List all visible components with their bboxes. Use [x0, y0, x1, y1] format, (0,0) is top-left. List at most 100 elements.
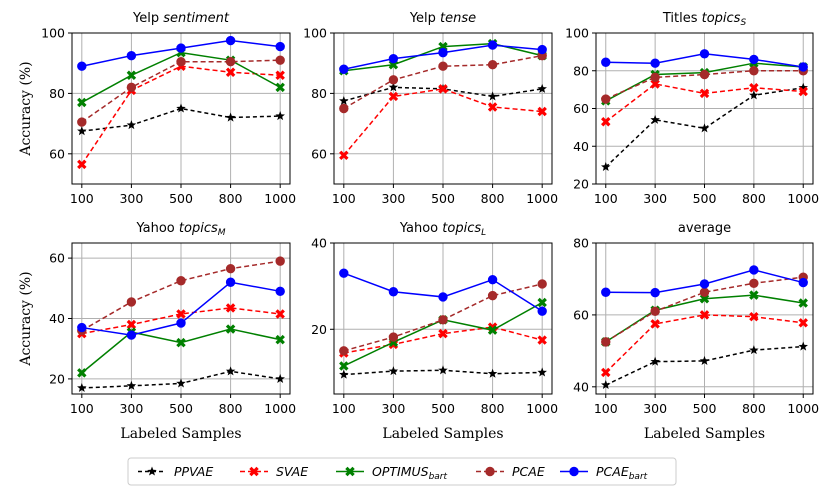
title-subscript: M: [218, 228, 226, 238]
data-point: [126, 82, 137, 93]
series-pcae: [77, 256, 285, 336]
subplot-2: 100 300 500 800 1000 60 80 100 Yelp tense: [303, 11, 558, 206]
x-tick-label: 800: [742, 191, 766, 206]
data-point: [77, 126, 87, 136]
legend-label: PPVAE: [174, 464, 213, 479]
data-point: [126, 330, 137, 340]
legend-entry-svae: SVAE: [240, 464, 308, 479]
data-point: [176, 318, 186, 328]
data-point: [798, 341, 808, 351]
data-point: [438, 84, 448, 94]
data-point: [487, 325, 498, 335]
legend-entry-ppvae: PPVAE: [138, 464, 213, 479]
legend-entry-pcae: PCAE: [476, 464, 545, 479]
data-point: [176, 56, 186, 67]
title-subscript: L: [481, 228, 486, 238]
data-point: [275, 334, 285, 345]
data-point: [126, 380, 137, 390]
data-point: [275, 70, 285, 81]
subplot-title: average: [678, 221, 731, 236]
y-tick-label: 20: [573, 177, 589, 192]
title-italic: sentiment: [159, 11, 230, 26]
data-point: [798, 318, 808, 328]
y-tick-label: 100: [303, 26, 327, 41]
data-point: [339, 361, 349, 371]
x-tick-label: 500: [169, 191, 193, 206]
data-point: [176, 337, 186, 348]
x-tick-label: 800: [219, 191, 243, 206]
x-tick-label: 1000: [264, 191, 296, 206]
x-tick-label: 100: [70, 191, 94, 206]
series-line: [605, 86, 804, 168]
data-point: [225, 303, 236, 313]
x-tick-label: 500: [693, 191, 717, 206]
legend-label: PCAEbart: [596, 464, 648, 482]
data-point: [537, 306, 547, 316]
title-text: Titles: [662, 11, 698, 26]
title-italic: topics: [438, 221, 481, 236]
data-point: [275, 309, 285, 319]
data-point: [275, 82, 285, 93]
data-point: [225, 67, 236, 77]
data-point: [176, 103, 186, 113]
legend-entry-optimus-bart: OPTIMUSbart: [336, 464, 448, 482]
subplot-4: 100 300 500 800 1000 20 40 60 Yahoo topicsM Accur…: [18, 221, 296, 442]
legend-label: SVAE: [276, 464, 308, 479]
data-point: [601, 94, 611, 104]
data-point: [225, 277, 236, 287]
data-point: [650, 58, 660, 68]
x-tick-label: 500: [693, 401, 717, 416]
data-point: [176, 43, 186, 53]
data-point: [699, 49, 710, 59]
series-line: [81, 260, 281, 332]
data-point: [650, 356, 660, 366]
data-point: [388, 91, 399, 102]
x-axis-label: Labeled Samples: [120, 426, 241, 442]
data-point: [388, 82, 399, 92]
data-point: [487, 274, 498, 285]
data-point: [77, 368, 87, 378]
series-line: [605, 276, 804, 343]
data-point: [601, 287, 611, 297]
data-point: [699, 88, 710, 99]
data-point: [388, 366, 399, 376]
data-point: [388, 53, 399, 64]
x-tick-label: 800: [219, 401, 243, 416]
series-ppvae: [601, 341, 808, 390]
legend-marker: [249, 466, 259, 477]
x-tick-label: 800: [481, 191, 505, 206]
data-point: [537, 106, 547, 117]
legend-entry-pcae-bart: PCAEbart: [560, 464, 648, 482]
x-tick-label: 300: [381, 191, 405, 206]
subplot-title: Yelp tense: [409, 11, 476, 26]
data-point: [699, 279, 710, 289]
data-point: [537, 279, 547, 289]
data-point: [601, 116, 611, 127]
legend-label-base: PCAE: [512, 464, 545, 479]
data-point: [699, 310, 710, 320]
y-tick-label: 20: [49, 371, 65, 386]
data-point: [388, 332, 399, 342]
data-point: [537, 44, 547, 55]
data-point: [601, 57, 611, 67]
y-tick-label: 40: [573, 139, 589, 154]
title-text: Yelp: [409, 11, 436, 26]
series-pcae-bart: [77, 35, 285, 71]
y-tick-label: 60: [573, 101, 589, 116]
legend-frame: [127, 457, 677, 486]
title-italic: topics: [697, 11, 740, 26]
data-point: [601, 380, 611, 390]
series-line: [343, 326, 543, 354]
legend-label-base: SVAE: [276, 464, 308, 479]
series-pcae: [601, 66, 808, 104]
data-point: [749, 278, 759, 288]
series-line: [605, 70, 804, 100]
legend-marker: [485, 466, 495, 477]
x-tick-label: 300: [643, 401, 667, 416]
data-point: [749, 345, 759, 355]
legend-label-subscript: bart: [429, 472, 448, 482]
x-tick-label: 300: [119, 191, 143, 206]
data-point: [650, 79, 660, 89]
data-point: [126, 70, 137, 81]
data-point: [339, 95, 349, 105]
